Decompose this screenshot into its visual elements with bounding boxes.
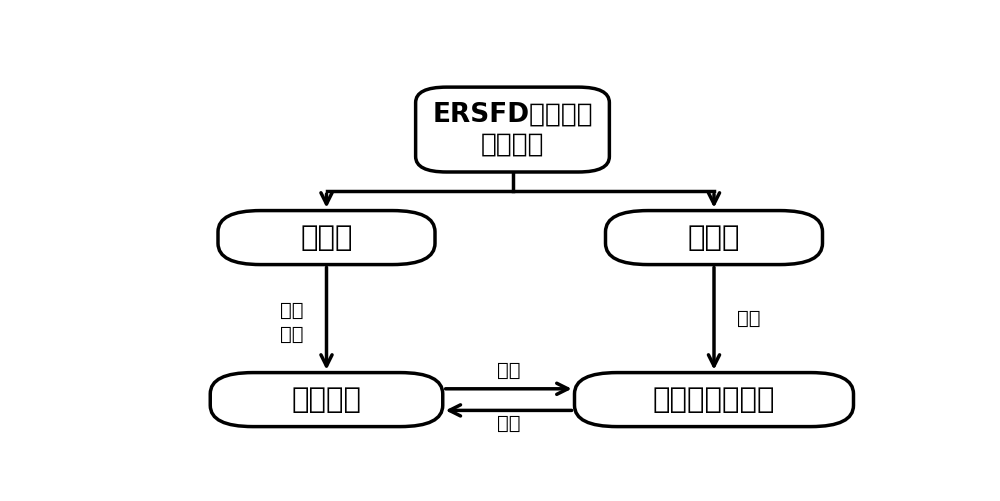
Text: 流体域: 流体域	[300, 223, 353, 252]
FancyBboxPatch shape	[606, 210, 822, 265]
Text: 变形: 变形	[280, 325, 303, 344]
FancyBboxPatch shape	[574, 373, 854, 427]
FancyBboxPatch shape	[416, 87, 609, 172]
Text: 固体域: 固体域	[688, 223, 740, 252]
FancyBboxPatch shape	[218, 210, 435, 265]
FancyBboxPatch shape	[210, 373, 443, 427]
Text: 变形: 变形	[497, 413, 520, 432]
Text: 网格: 网格	[280, 302, 303, 320]
Text: 载荷: 载荷	[737, 309, 761, 328]
Text: 雷诺方程: 雷诺方程	[292, 386, 362, 414]
Text: 挠曲线微分方程: 挠曲线微分方程	[653, 386, 775, 414]
Text: 压力: 压力	[497, 361, 520, 380]
Text: ERSFD流固耦合
计算模型: ERSFD流固耦合 计算模型	[432, 102, 593, 157]
